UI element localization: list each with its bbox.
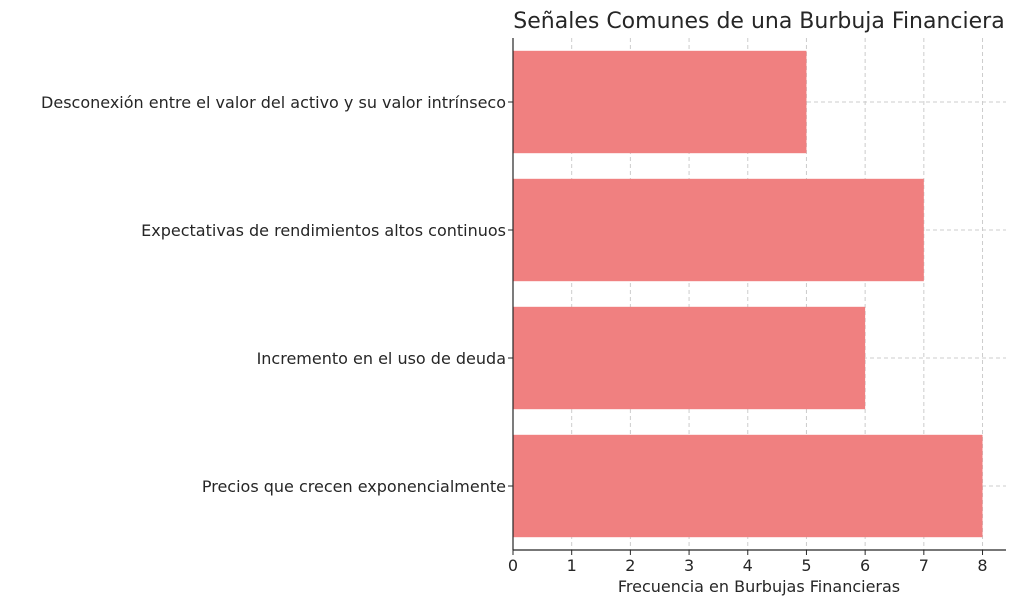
bars xyxy=(513,50,983,538)
x-tick-label: 6 xyxy=(860,556,870,575)
y-tick-label: Desconexión entre el valor del activo y … xyxy=(41,93,506,112)
bar xyxy=(513,50,807,154)
y-tick-label: Incremento en el uso de deuda xyxy=(257,349,506,368)
x-tick-label: 3 xyxy=(684,556,694,575)
y-tick-label: Expectativas de rendimientos altos conti… xyxy=(141,221,506,240)
x-tick-label: 5 xyxy=(801,556,811,575)
x-tick-label: 0 xyxy=(508,556,518,575)
x-tick-label: 4 xyxy=(743,556,753,575)
x-tick-label: 2 xyxy=(625,556,635,575)
x-axis-label: Frecuencia en Burbujas Financieras xyxy=(618,577,900,596)
y-tick-label: Precios que crecen exponencialmente xyxy=(202,477,506,496)
x-tick-label: 1 xyxy=(567,556,577,575)
bar xyxy=(513,306,866,410)
bar xyxy=(513,178,924,282)
bar xyxy=(513,434,983,538)
x-ticks: 0 1 2 3 4 5 6 7 8 xyxy=(508,550,988,575)
chart-title: Señales Comunes de una Burbuja Financier… xyxy=(513,9,1004,34)
y-ticks: Desconexión entre el valor del activo y … xyxy=(41,93,513,496)
x-tick-label: 7 xyxy=(919,556,929,575)
x-tick-label: 8 xyxy=(977,556,987,575)
